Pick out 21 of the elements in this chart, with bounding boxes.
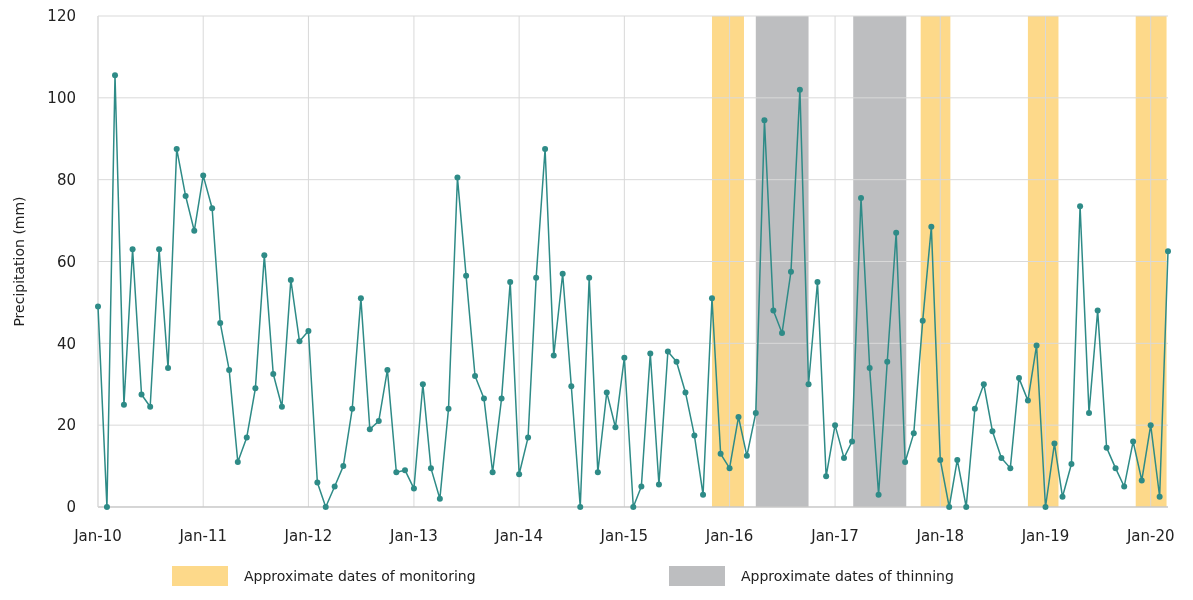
x-tick-label: Jan-18: [915, 527, 965, 545]
y-axis-title: Precipitation (mm): [11, 196, 27, 327]
y-tick-label: 60: [56, 252, 76, 271]
legend-label: Approximate dates of thinning: [741, 567, 954, 584]
x-tick-label: Jan-19: [1020, 527, 1070, 545]
y-tick-label: 80: [56, 170, 76, 189]
y-tick-label: 120: [47, 7, 76, 26]
y-tick-label: 20: [56, 416, 76, 435]
y-tick-label: 0: [66, 498, 76, 517]
y-tick-label: 40: [56, 334, 76, 353]
x-tick-label: Jan-15: [599, 527, 649, 545]
x-tick-label: Jan-11: [178, 527, 228, 545]
x-tick-label: Jan-10: [73, 527, 122, 545]
y-tick-label: 100: [47, 89, 76, 108]
x-tick-label: Jan-16: [704, 527, 754, 545]
x-tick-label: Jan-17: [810, 527, 859, 545]
x-tick-label: Jan-14: [494, 527, 543, 545]
x-tick-label: Jan-12: [283, 527, 333, 545]
legend-label: Approximate dates of monitoring: [244, 567, 476, 584]
x-tick-label: Jan-13: [389, 527, 438, 545]
x-tick-label: Jan-20: [1125, 527, 1175, 545]
